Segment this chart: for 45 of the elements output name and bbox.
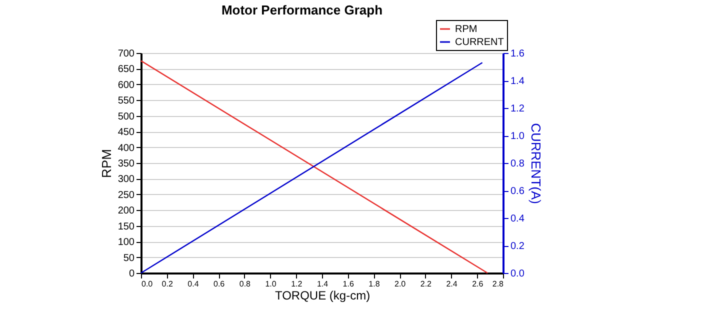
y-tick-label: 250 [118,190,135,201]
y-tick-label: 200 [118,206,135,217]
y-tick-label: 650 [118,64,135,76]
x-tick-label: 0.4 [188,280,200,288]
x-tick-label: 1.4 [316,280,329,288]
legend-label: CURRENT [455,37,504,48]
x-tick-label: 0.2 [162,280,174,288]
x-axis-title: TORQUE (kg-cm) [274,288,370,302]
y-tick-label: 600 [118,80,135,91]
x-tick-label: 2.2 [420,280,432,288]
x-tick-label: 0.6 [214,280,226,288]
y-tick-label: 700 [118,48,135,60]
y-tick-label: 150 [118,221,135,232]
x-tick-label: 2.6 [472,280,484,288]
y-axis-title: RPM [98,149,114,178]
y-tick-label: 400 [118,142,135,154]
y-tick-label: 550 [118,96,135,107]
y-tick-label: 0 [128,268,135,280]
y2-tick-label: 1.2 [510,104,525,114]
y2-tick-label: 0.4 [510,214,525,224]
y-tick-label: 450 [118,127,135,138]
y2-tick-label: 0.6 [510,186,525,197]
x-tick-label: 2.0 [394,280,406,288]
y-tick-label: 50 [123,252,135,264]
legend-label: RPM [455,24,478,35]
y-tick-label: 100 [118,237,135,248]
x-tick-label: 1.8 [368,280,380,288]
y2-tick-label: 0.8 [510,158,525,170]
y2-tick-label: 1.0 [510,131,525,142]
y2-axis-title: CURRENT(A) [528,123,544,204]
x-tick-label: 1.6 [342,280,354,288]
x-tick-label: 1.2 [291,280,303,288]
chart-title: Motor Performance Graph [221,2,383,18]
y-tick-label: 350 [118,158,135,170]
y2-tick-label: 1.6 [510,48,525,60]
x-tick-label: 2.8 [492,280,504,288]
y2-tick-label: 0.0 [510,268,525,280]
x-tick-label: 0.0 [142,280,154,288]
x-tick-label: 2.4 [446,280,458,288]
y2-tick-label: 1.4 [510,76,525,87]
y-tick-label: 500 [118,111,135,122]
x-tick-label: 1.0 [265,280,277,288]
x-tick-label: 0.8 [239,280,252,288]
y2-tick-label: 0.2 [510,241,525,252]
y-tick-label: 300 [118,174,135,186]
